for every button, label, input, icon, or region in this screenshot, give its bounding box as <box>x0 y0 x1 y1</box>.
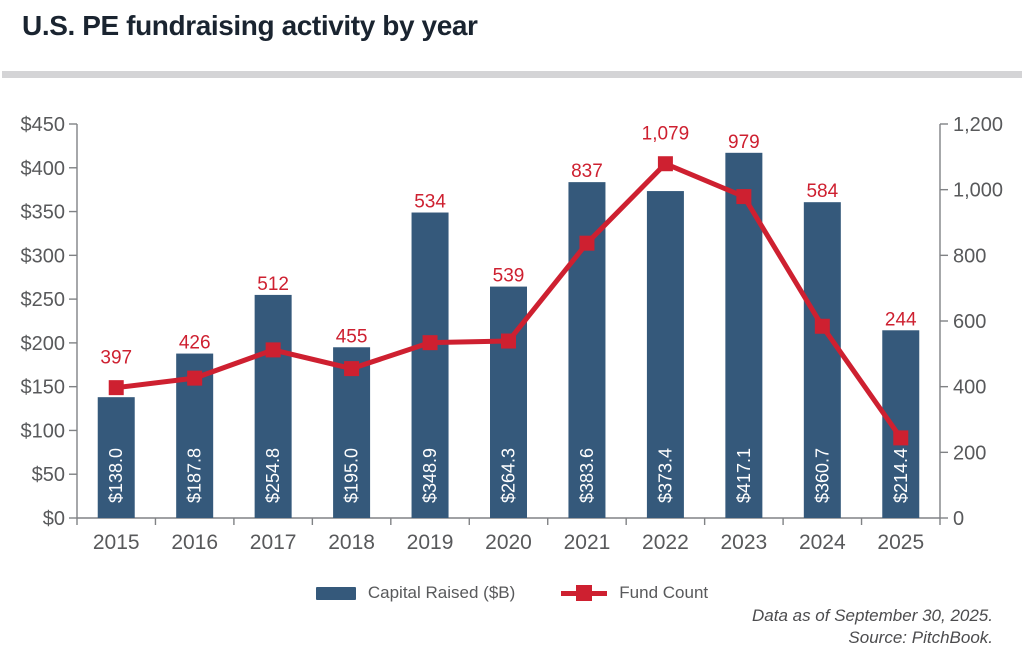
bar-2015 <box>97 397 135 518</box>
fund-count-marker-2020 <box>501 333 516 349</box>
left-axis-tick-label: $0 <box>43 508 65 530</box>
x-axis-label-2016: 2016 <box>171 531 218 554</box>
right-axis-tick-label: 1,000 <box>953 180 1003 202</box>
right-axis-tick-label: 1,200 <box>953 114 1003 136</box>
bar-value-label: $360.7 <box>812 448 832 503</box>
left-axis-tick-label: $450 <box>21 114 66 136</box>
source-note: Source: PitchBook. <box>848 628 993 647</box>
fund-count-marker-2017 <box>265 342 281 358</box>
left-axis-tick-label: $350 <box>21 202 66 224</box>
legend-item-fund-count: Fund Count <box>561 583 708 603</box>
fund-count-marker-2021 <box>579 235 595 251</box>
fund-count-value-label: 426 <box>179 333 211 354</box>
x-axis-label-2025: 2025 <box>877 531 924 554</box>
x-axis-label-2021: 2021 <box>564 531 611 554</box>
bar-2024 <box>803 202 841 518</box>
fund-count-value-label: 397 <box>100 348 132 369</box>
fund-count-value-label: 534 <box>414 192 446 213</box>
fund-count-marker-2024 <box>814 318 830 334</box>
bar-value-label: $264.3 <box>499 448 519 503</box>
fund-count-marker-2019 <box>422 335 438 351</box>
fund-count-value-label: 539 <box>493 266 525 287</box>
bar-2019 <box>411 212 449 518</box>
bar-2017 <box>254 294 292 518</box>
x-axis-label-2015: 2015 <box>93 531 140 554</box>
bar-value-label: $254.8 <box>263 448 283 503</box>
x-axis-label-2024: 2024 <box>799 531 846 554</box>
fund-count-marker-2025 <box>893 430 909 446</box>
fund-count-marker-2016 <box>187 370 203 386</box>
fund-count-value-label: 837 <box>571 161 603 182</box>
fund-count-marker-2023 <box>736 189 752 205</box>
left-axis-tick-label: $400 <box>21 158 66 180</box>
right-axis-tick-label: 200 <box>953 442 986 464</box>
x-axis-label-2023: 2023 <box>721 531 768 554</box>
left-axis-tick-label: $200 <box>21 333 66 355</box>
page-title: U.S. PE fundraising activity by year <box>22 10 478 41</box>
fund-count-value-label: 244 <box>885 309 917 330</box>
legend-item-capital-raised: Capital Raised ($B) <box>315 583 516 603</box>
right-axis-tick-label: 0 <box>953 508 964 530</box>
fund-count-value-label: 512 <box>257 274 289 295</box>
fund-count-value-label: 1,079 <box>642 124 690 145</box>
fund-count-value-label: 979 <box>728 132 760 153</box>
fundraising-combo-chart: $0 $50 $100 $150 $200 $250 $300 $350 $400 $450 0 20… <box>21 114 1004 554</box>
right-axis-tick-label: 400 <box>953 377 986 399</box>
x-axis-label-2022: 2022 <box>642 531 689 554</box>
left-axis-tick-label: $250 <box>21 289 66 311</box>
chart-legend: Capital Raised ($B) Fund Count <box>0 583 1024 603</box>
x-axis-label-2020: 2020 <box>485 531 532 554</box>
data-as-of-note: Data as of September 30, 2025. <box>752 606 993 625</box>
bar-value-label: $373.4 <box>655 448 675 503</box>
fund-count-marker-2018 <box>344 361 360 377</box>
title-divider <box>2 71 1022 78</box>
bar-value-label: $417.1 <box>734 448 754 503</box>
fund-count-marker-2022 <box>657 156 673 172</box>
bar-value-label: $214.4 <box>891 448 911 503</box>
fund-count-marker-2015 <box>108 380 124 396</box>
bar-value-label: $138.0 <box>106 448 126 503</box>
fund-count-legend-label: Fund Count <box>619 583 709 602</box>
right-axis-tick-label: 600 <box>953 311 986 333</box>
left-axis-tick-label: $150 <box>21 377 66 399</box>
chart-footnote: Data as of September 30, 2025. Source: P… <box>752 605 993 649</box>
left-axis-tick-label: $50 <box>32 464 65 486</box>
fund-count-swatch-icon <box>561 585 608 601</box>
fund-count-value-label: 584 <box>806 181 838 202</box>
left-axis-tick-label: $100 <box>21 420 66 442</box>
x-axis-label-2019: 2019 <box>407 531 454 554</box>
left-axis-tick-label: $300 <box>21 245 66 267</box>
bar-value-label: $187.8 <box>185 448 205 503</box>
bar-value-label: $383.6 <box>577 448 597 503</box>
fund-count-value-label: 455 <box>336 326 368 347</box>
capital-raised-swatch-icon <box>315 586 356 600</box>
x-axis-label-2018: 2018 <box>328 531 375 554</box>
x-axis-label-2017: 2017 <box>250 531 297 554</box>
bar-value-label: $348.9 <box>420 448 440 503</box>
fund-count-marker-icon <box>576 585 593 601</box>
bar-2022 <box>646 191 684 518</box>
right-axis-tick-label: 800 <box>953 245 986 267</box>
bar-value-label: $195.0 <box>342 448 362 503</box>
capital-raised-legend-label: Capital Raised ($B) <box>367 583 516 602</box>
